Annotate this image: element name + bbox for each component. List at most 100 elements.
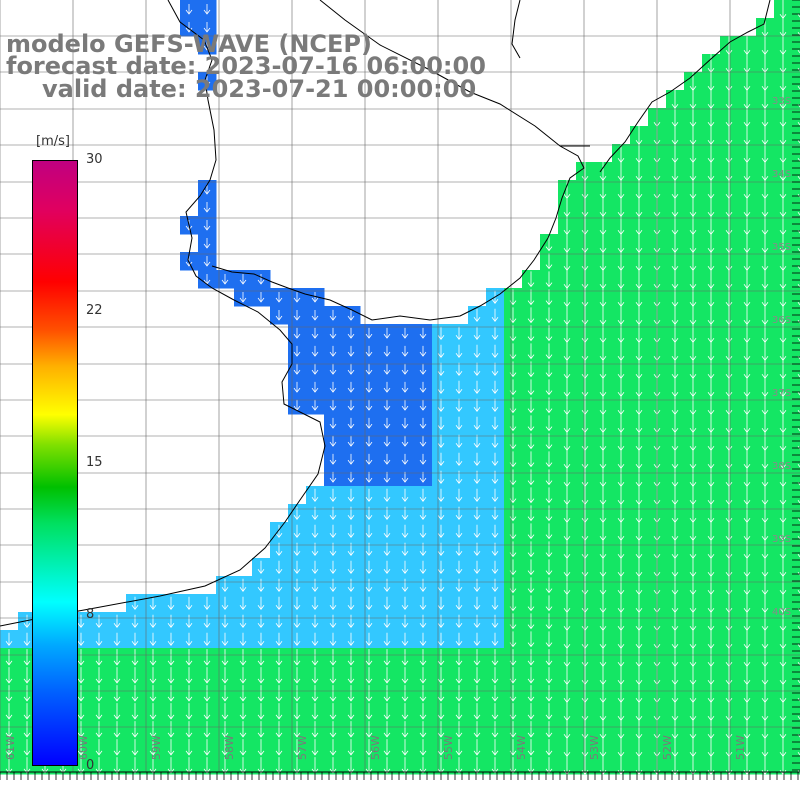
- wind-arrow: [473, 434, 481, 448]
- wind-arrow: [437, 685, 445, 702]
- wind-arrow: [437, 703, 445, 720]
- wind-arrow: [365, 453, 373, 465]
- wind-arrow: [797, 553, 800, 558]
- wind-arrow: [149, 757, 157, 774]
- wind-cell: [792, 486, 800, 505]
- wind-arrow: [257, 596, 265, 610]
- wind-arrow: [347, 435, 355, 447]
- wind-arrow: [131, 596, 139, 610]
- wind-arrow: [365, 721, 373, 738]
- wind-cell: [792, 378, 800, 397]
- wind-arrow: [491, 757, 499, 774]
- wind-arrow: [491, 362, 499, 376]
- wind-arrow: [365, 471, 373, 483]
- longitude-label: 55W: [442, 735, 455, 760]
- wind-arrow: [347, 703, 355, 720]
- wind-arrow: [293, 327, 301, 339]
- wind-arrow: [797, 373, 800, 378]
- wind-arrow: [437, 362, 445, 376]
- wind-arrow: [383, 417, 391, 429]
- wind-arrow: [365, 578, 373, 592]
- wind-arrow: [527, 577, 535, 594]
- wind-arrow: [545, 487, 553, 504]
- wind-arrow: [365, 363, 373, 375]
- wind-arrow: [257, 757, 265, 774]
- wind-arrow: [185, 685, 193, 702]
- colorbar-tick-15: 15: [86, 455, 103, 470]
- wind-arrow: [365, 757, 373, 774]
- wind-arrow: [527, 505, 535, 522]
- wind-arrow: [365, 739, 373, 756]
- wind-arrow: [383, 345, 391, 357]
- wind-arrow: [95, 739, 103, 756]
- wind-arrow: [347, 345, 355, 357]
- wind-cell: [792, 324, 800, 343]
- wind-arrow: [797, 697, 800, 702]
- wind-arrow: [203, 757, 211, 774]
- wind-arrow: [455, 739, 463, 756]
- wind-arrow: [185, 739, 193, 756]
- wind-arrow: [419, 471, 427, 483]
- wind-arrow: [437, 721, 445, 738]
- wind-arrow: [797, 337, 800, 342]
- wind-arrow: [527, 325, 535, 342]
- wind-arrow: [185, 667, 193, 684]
- wind-arrow: [221, 274, 229, 285]
- wind-arrow: [185, 614, 193, 628]
- wind-arrow: [311, 596, 319, 610]
- wind-arrow: [257, 632, 265, 646]
- wind-cell: [792, 234, 800, 253]
- wind-arrow: [527, 415, 535, 432]
- wind-arrow: [473, 721, 481, 738]
- wind-arrow: [545, 559, 553, 576]
- wind-arrow: [455, 380, 463, 394]
- wind-arrow: [347, 632, 355, 646]
- wind-arrow: [347, 399, 355, 411]
- wind-arrow: [797, 301, 800, 306]
- wind-arrow: [365, 685, 373, 702]
- wind-arrow: [239, 739, 247, 756]
- wind-arrow: [455, 649, 463, 666]
- wind-arrow: [419, 721, 427, 738]
- wind-arrow: [149, 632, 157, 646]
- wind-arrow: [491, 308, 499, 322]
- wind-arrow: [5, 721, 13, 738]
- wind-arrow: [473, 596, 481, 610]
- wind-arrow: [473, 524, 481, 538]
- wind-cell: [792, 576, 800, 595]
- wind-arrow: [23, 649, 31, 666]
- wind-arrow: [401, 757, 409, 774]
- wind-arrow: [275, 649, 283, 666]
- wind-arrow: [383, 363, 391, 375]
- wind-arrow: [401, 739, 409, 756]
- wind-arrow: [221, 667, 229, 684]
- wind-arrow: [113, 614, 121, 628]
- wind-arrow: [401, 327, 409, 339]
- wind-arrow: [797, 589, 800, 594]
- wind-arrow: [437, 632, 445, 646]
- wind-arrow: [797, 49, 800, 54]
- wind-arrow: [167, 685, 175, 702]
- wind-arrow: [473, 649, 481, 666]
- wind-arrow: [347, 649, 355, 666]
- wind-arrow: [275, 721, 283, 738]
- wind-arrow: [77, 739, 85, 756]
- wind-arrow: [329, 488, 337, 502]
- wind-arrow: [275, 632, 283, 646]
- wind-arrow: [527, 595, 535, 612]
- wind-arrow: [329, 632, 337, 646]
- wind-arrow: [383, 578, 391, 592]
- wind-arrow: [257, 667, 265, 684]
- wind-arrow: [293, 685, 301, 702]
- wind-arrow: [239, 596, 247, 610]
- latitude-label: 35S: [772, 242, 791, 253]
- wind-cell: [792, 540, 800, 559]
- wind-arrow: [311, 524, 319, 538]
- wind-arrow: [797, 103, 800, 108]
- wind-arrow: [797, 157, 800, 162]
- wind-cell: [792, 414, 800, 433]
- wind-arrow: [329, 721, 337, 738]
- colorbar-unit: [m/s]: [36, 134, 70, 149]
- wind-arrow: [797, 229, 800, 234]
